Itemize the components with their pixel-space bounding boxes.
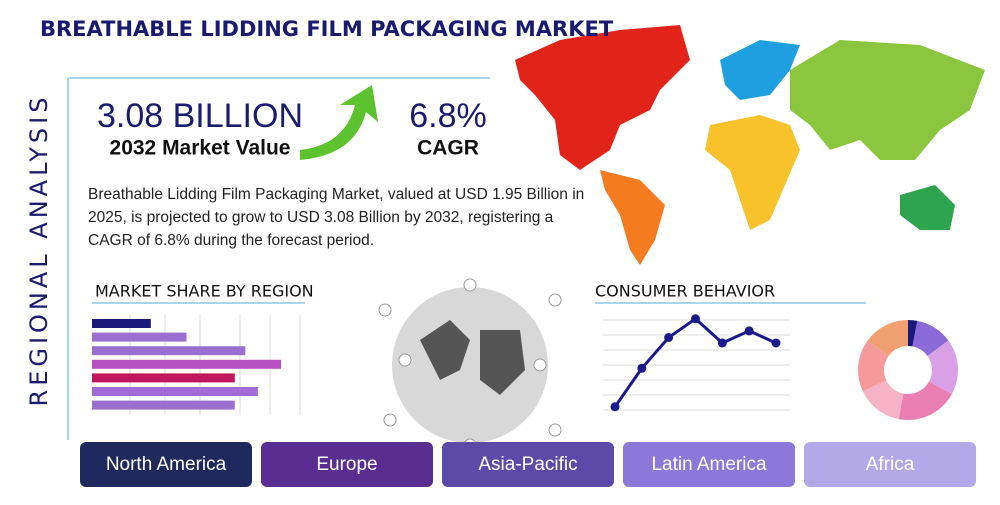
region-tab[interactable] [623, 442, 795, 487]
stat-value: 3.08 BILLION [97, 97, 303, 135]
region-tab[interactable] [80, 442, 252, 487]
donut-segment [858, 340, 889, 392]
description: Breathable Lidding Film Packaging Market… [88, 186, 585, 249]
donut-segment [908, 320, 918, 347]
title: BREATHABLE LIDDING FILM PACKAGING MARKET [40, 17, 614, 41]
stat-label: CAGR [417, 137, 479, 160]
bar [92, 387, 258, 396]
region-tab[interactable] [261, 442, 433, 487]
trend-point [664, 333, 674, 342]
region-tab[interactable] [804, 442, 976, 487]
bar [92, 319, 151, 328]
donut-segment [912, 320, 949, 356]
donut-segment [867, 320, 908, 356]
frame [67, 77, 490, 440]
side-label: REGIONAL ANALYSIS [25, 94, 53, 407]
bar [92, 359, 281, 369]
bar [92, 373, 235, 383]
world-map [515, 25, 985, 265]
stat-label: 2032 Market Value [110, 137, 291, 160]
bar [92, 400, 235, 410]
trend-point [744, 326, 754, 336]
region-tab-label: Latin America [651, 454, 767, 475]
trend-point [771, 338, 781, 348]
donut-segment [898, 381, 952, 420]
trend-point [610, 402, 620, 412]
trend-point [717, 338, 727, 348]
trend-point [691, 314, 700, 324]
donut-segment [927, 340, 958, 395]
donut-segment [862, 380, 904, 420]
section-title: MARKET SHARE BY REGION [95, 282, 314, 301]
stat-value: 6.8% [409, 97, 487, 135]
region-tab-label: Asia-Pacific [478, 454, 577, 475]
region-tab-label: North America [106, 454, 227, 475]
section-title: CONSUMER BEHAVIOR [595, 282, 775, 301]
region-tab[interactable] [442, 442, 614, 487]
growth-arrow [300, 85, 378, 160]
description-box: Breathable Lidding Film Packaging Market… [88, 186, 585, 249]
region-tab-label: Africa [866, 454, 915, 475]
trend-point [637, 363, 647, 373]
bar [92, 346, 246, 356]
globe [378, 278, 562, 452]
region-tab-label: Europe [316, 454, 377, 475]
bar [92, 332, 187, 342]
